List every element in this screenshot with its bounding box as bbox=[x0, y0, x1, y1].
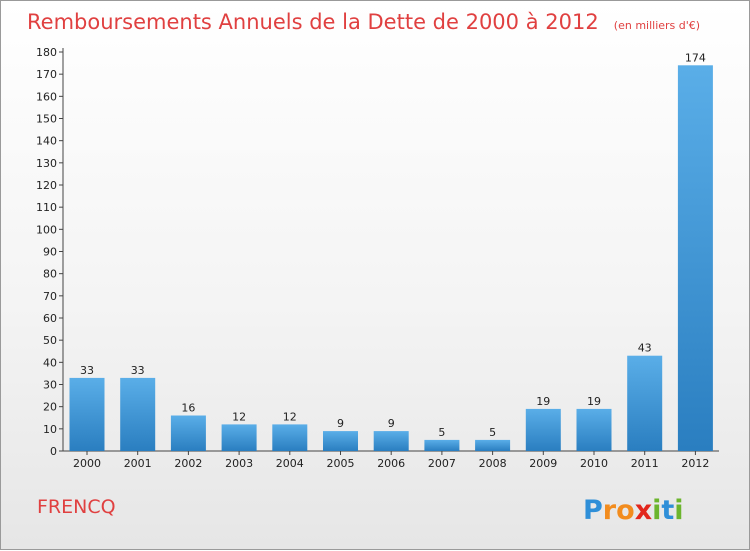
value-label-2001: 33 bbox=[131, 364, 145, 377]
bars: 33 33 16 12 12 9 9 5 5 19 19 43 174 bbox=[69, 51, 713, 452]
bar-2006 bbox=[373, 431, 409, 451]
value-label-2008: 5 bbox=[489, 426, 496, 439]
value-label-2006: 9 bbox=[388, 417, 395, 430]
proxiti-logo: Proxiti bbox=[583, 495, 684, 526]
logo-letter: P bbox=[583, 495, 603, 526]
bar-2001 bbox=[120, 377, 156, 451]
y-tick-label: 90 bbox=[43, 246, 57, 259]
x-tick-label-2002: 2002 bbox=[174, 457, 202, 470]
y-tick-label: 120 bbox=[36, 179, 57, 192]
x-tick-label-2010: 2010 bbox=[580, 457, 608, 470]
x-tick-label-2006: 2006 bbox=[377, 457, 405, 470]
x-tick-label-2003: 2003 bbox=[225, 457, 253, 470]
x-tick-label-2009: 2009 bbox=[529, 457, 557, 470]
logo-letter: t bbox=[661, 495, 674, 526]
bar-2012 bbox=[677, 65, 713, 452]
x-tick-label-2004: 2004 bbox=[276, 457, 304, 470]
y-tick-label: 110 bbox=[36, 201, 57, 214]
bar-2008 bbox=[475, 439, 511, 451]
axes: 0 10 20 30 40 50 60 70 80 90 100 110 120 130 140 150 160… bbox=[36, 46, 719, 470]
bar-2000 bbox=[69, 377, 105, 451]
logo-letter: o bbox=[616, 495, 635, 526]
x-tick-label-2008: 2008 bbox=[479, 457, 507, 470]
x-tick-label-2001: 2001 bbox=[124, 457, 152, 470]
value-label-2010: 19 bbox=[587, 395, 601, 408]
y-tick-label: 50 bbox=[43, 334, 57, 347]
x-tick-label-2012: 2012 bbox=[681, 457, 709, 470]
bar-2009 bbox=[525, 408, 561, 451]
logo-letter: x bbox=[635, 495, 652, 526]
bar-2005 bbox=[323, 431, 358, 451]
value-label-2007: 5 bbox=[438, 426, 445, 439]
y-tick-label: 140 bbox=[36, 135, 57, 148]
bar-2004 bbox=[272, 424, 308, 451]
bar-2007 bbox=[424, 439, 460, 451]
value-label-2011: 43 bbox=[638, 342, 652, 355]
y-tick-label: 160 bbox=[36, 90, 57, 103]
y-tick-label: 130 bbox=[36, 157, 57, 170]
value-label-2012: 174 bbox=[685, 51, 706, 64]
bar-2002 bbox=[170, 415, 206, 451]
chart-title: Remboursements Annuels de la Dette de 20… bbox=[27, 10, 700, 34]
y-tick-label: 100 bbox=[36, 223, 57, 236]
y-tick-label: 150 bbox=[36, 113, 57, 126]
value-label-2004: 12 bbox=[283, 410, 297, 423]
y-tick-label: 80 bbox=[43, 268, 57, 281]
x-tick-label-2011: 2011 bbox=[631, 457, 659, 470]
y-tick-label: 20 bbox=[43, 401, 57, 414]
logo-letter: r bbox=[603, 495, 617, 526]
value-label-2009: 19 bbox=[536, 395, 550, 408]
y-tick-label: 60 bbox=[43, 312, 57, 325]
y-tick-label: 30 bbox=[43, 379, 57, 392]
commune-name: FRENCQ bbox=[37, 496, 116, 518]
y-tick-label: 170 bbox=[36, 68, 57, 81]
value-label-2003: 12 bbox=[232, 410, 246, 423]
value-label-2002: 16 bbox=[181, 402, 195, 415]
logo-letter: i bbox=[674, 495, 683, 526]
y-tick-label: 70 bbox=[43, 290, 57, 303]
y-tick-label: 40 bbox=[43, 356, 57, 369]
value-label-2005: 9 bbox=[337, 417, 344, 430]
y-tick-label: 0 bbox=[50, 445, 57, 458]
bar-2010 bbox=[576, 408, 612, 451]
y-tick-label: 180 bbox=[36, 46, 57, 59]
bar-2011 bbox=[627, 355, 663, 451]
x-tick-label-2000: 2000 bbox=[73, 457, 101, 470]
y-tick-label: 10 bbox=[43, 423, 57, 436]
value-label-2000: 33 bbox=[80, 364, 94, 377]
x-tick-label-2005: 2005 bbox=[327, 457, 355, 470]
x-tick-label-2007: 2007 bbox=[428, 457, 456, 470]
bar-2003 bbox=[221, 424, 257, 451]
logo-letter: i bbox=[652, 495, 661, 526]
